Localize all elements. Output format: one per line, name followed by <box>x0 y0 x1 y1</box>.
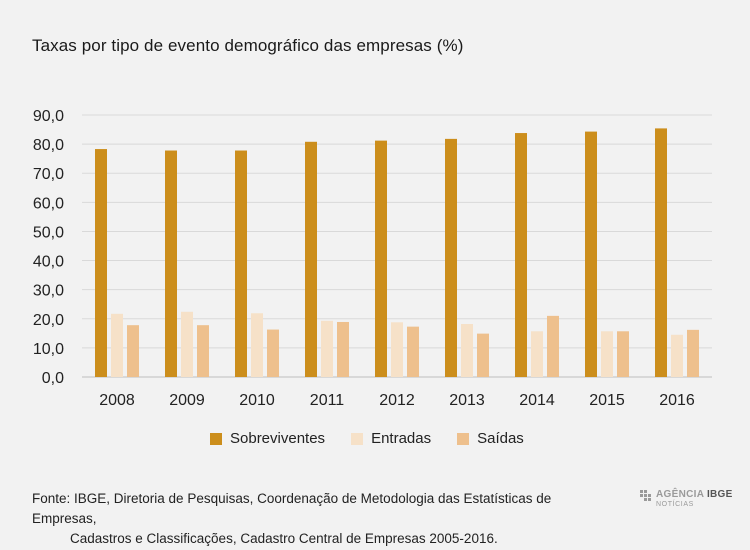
y-tick-label: 40,0 <box>33 254 64 271</box>
legend-swatch-sobreviventes <box>210 432 222 445</box>
legend: Sobreviventes Entradas Saídas <box>210 430 524 447</box>
ibge-logo-icon <box>640 490 651 501</box>
legend-swatch-saidas <box>457 432 470 445</box>
bar-sadas-2008 <box>127 325 139 377</box>
y-tick-label: 10,0 <box>33 341 64 358</box>
bar-entradas-2008 <box>111 313 123 377</box>
bar-sadas-2014 <box>547 315 559 377</box>
agencia-ibge-logo: AGÊNCIA IBGE NOTÍCIAS <box>640 490 733 510</box>
y-tick-label: 60,0 <box>33 195 64 212</box>
bar-sobreviventes-2013 <box>445 138 457 377</box>
logo-ibge: IBGE <box>706 489 733 500</box>
legend-item-sobreviventes: Sobreviventes <box>210 430 325 447</box>
x-tick-label: 2010 <box>239 392 275 409</box>
bar-chart: 0,0 10,0 20,0 30,0 40,0 50,0 60,0 70,0 80,0 90,0 2… <box>33 108 712 409</box>
bar-sobreviventes-2009 <box>165 150 177 377</box>
y-tick-label: 50,0 <box>33 224 64 241</box>
bar-sadas-2013 <box>477 333 489 377</box>
bar-entradas-2010 <box>251 313 263 377</box>
source-line-2: Cadastros e Classificações, Cadastro Cen… <box>70 531 498 546</box>
x-tick-label: 2009 <box>169 392 205 409</box>
logo-wordmark: AGÊNCIA IBGE <box>656 490 733 500</box>
x-tick-label: 2016 <box>659 392 695 409</box>
x-tick-label: 2013 <box>449 392 485 409</box>
bar-sadas-2011 <box>337 321 349 377</box>
y-tick-label: 70,0 <box>33 166 64 183</box>
bar-sadas-2009 <box>197 325 209 377</box>
bar-entradas-2016 <box>671 334 683 377</box>
x-tick-label: 2008 <box>99 392 135 409</box>
chart-title: Taxas por tipo de evento demográfico das… <box>32 36 464 55</box>
bar-sobreviventes-2012 <box>375 140 387 377</box>
source-line-1: Fonte: IBGE, Diretoria de Pesquisas, Coo… <box>32 491 552 526</box>
legend-label-entradas: Entradas <box>371 430 432 447</box>
bar-entradas-2012 <box>391 322 403 377</box>
x-tick-label: 2012 <box>379 392 415 409</box>
y-tick-label: 80,0 <box>33 137 64 154</box>
bar-entradas-2014 <box>531 331 543 377</box>
y-tick-label: 20,0 <box>33 312 64 329</box>
bar-sadas-2015 <box>617 331 629 377</box>
legend-item-saidas: Saídas <box>457 430 524 447</box>
bar-sobreviventes-2016 <box>655 128 667 377</box>
legend-label-sobreviventes: Sobreviventes <box>230 430 326 447</box>
y-tick-label: 0,0 <box>42 370 64 387</box>
bar-sadas-2012 <box>407 326 419 377</box>
x-tick-label: 2014 <box>519 392 555 409</box>
bar-sobreviventes-2011 <box>305 141 317 377</box>
bar-entradas-2009 <box>181 311 193 377</box>
bar-entradas-2015 <box>601 331 613 377</box>
y-tick-label: 30,0 <box>33 283 64 300</box>
legend-item-entradas: Entradas <box>351 430 431 447</box>
bar-entradas-2013 <box>461 324 473 377</box>
bar-sobreviventes-2010 <box>235 150 247 377</box>
legend-label-saidas: Saídas <box>477 430 524 447</box>
bar-sobreviventes-2008 <box>95 149 107 377</box>
bar-entradas-2011 <box>321 320 333 377</box>
x-tick-label: 2015 <box>589 392 625 409</box>
bar-sadas-2010 <box>267 329 279 377</box>
logo-agencia: AGÊNCIA <box>656 489 704 500</box>
bar-sadas-2016 <box>687 329 699 377</box>
source-note: Fonte: IBGE, Diretoria de Pesquisas, Coo… <box>32 489 592 549</box>
y-tick-label: 90,0 <box>33 108 64 125</box>
logo-noticias: NOTÍCIAS <box>656 501 694 508</box>
bar-sobreviventes-2015 <box>585 131 597 377</box>
legend-swatch-entradas <box>351 432 364 445</box>
x-tick-label: 2011 <box>310 392 345 409</box>
bar-sobreviventes-2014 <box>515 133 527 377</box>
